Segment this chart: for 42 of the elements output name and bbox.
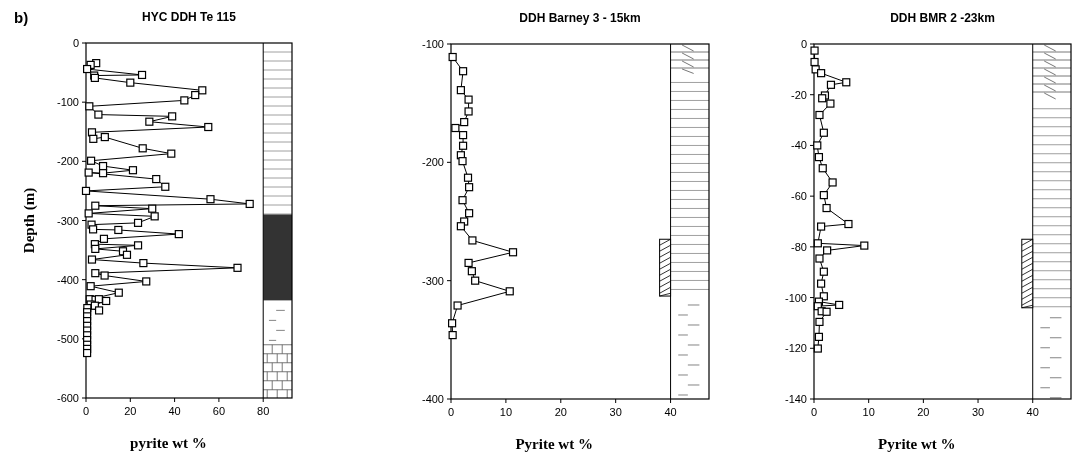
x-tick-label: 30: [971, 406, 985, 418]
y-tick-label: 0: [800, 38, 807, 50]
x-tick-label: 80: [257, 405, 270, 417]
y-tick-label: -300: [421, 274, 444, 287]
y-tick-label: 0: [72, 37, 79, 49]
y-tick-label: -20: [791, 88, 807, 101]
chart-title: DDH Barney 3 - 15km: [519, 11, 641, 25]
x-tick-label: 20: [554, 406, 567, 418]
x-tick-label: 20: [917, 406, 930, 418]
x-tick-label: 60: [212, 405, 226, 417]
y-tick-label: -100: [56, 96, 79, 109]
y-tick-label: -120: [784, 342, 807, 355]
text: b): [14, 9, 29, 26]
x-axis-title: Pyrite wt %: [515, 436, 593, 452]
y-tick-label: -200: [56, 155, 79, 168]
x-tick-label: 10: [499, 406, 513, 418]
x-tick-label: 0: [810, 406, 818, 418]
y-tick-label: -100: [784, 291, 807, 304]
x-tick-label: 40: [664, 406, 677, 418]
y-tick-label: -300: [56, 214, 79, 227]
chart-title: HYC DDH Te 115: [142, 10, 237, 24]
y-tick-label: -80: [791, 240, 807, 253]
y-tick-label: -200: [421, 156, 444, 169]
x-tick-label: 20: [124, 405, 137, 417]
x-tick-label: 30: [609, 406, 622, 418]
y-tick-label: -400: [56, 273, 79, 286]
x-tick-label: 40: [168, 405, 181, 417]
x-tick-label: 10: [862, 406, 875, 418]
x-axis-title: pyrite wt %: [130, 435, 207, 451]
y-tick-label: -400: [421, 393, 444, 405]
chart-title: DDH BMR 2 -23km: [890, 11, 995, 25]
y-axis-title: Depth (m): [21, 187, 38, 254]
y-tick-label: -500: [56, 332, 79, 345]
x-axis-title: Pyrite wt %: [878, 436, 956, 452]
y-tick-label: -40: [791, 139, 807, 152]
x-tick-label: 40: [1026, 406, 1039, 418]
y-tick-label: -600: [56, 392, 79, 404]
x-tick-label: 0: [82, 405, 90, 417]
y-tick-label: -140: [784, 393, 807, 405]
y-tick-label: -60: [791, 190, 807, 203]
y-tick-label: -100: [421, 38, 444, 50]
x-tick-label: 0: [447, 406, 455, 418]
